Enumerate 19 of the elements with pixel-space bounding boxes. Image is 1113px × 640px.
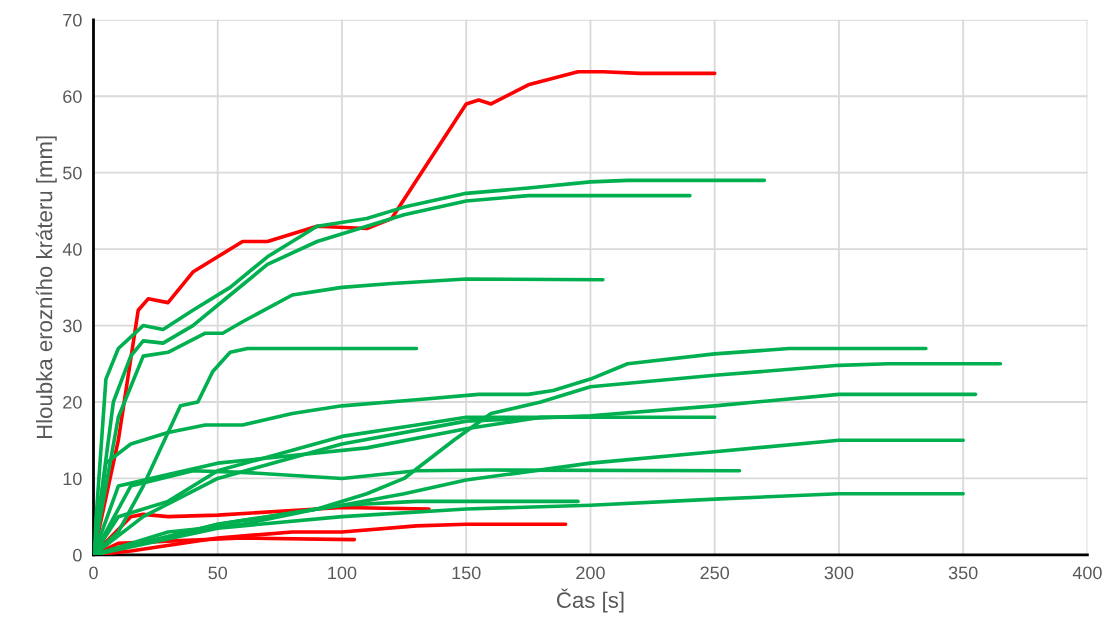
y-tick-label: 60 (63, 90, 82, 103)
y-tick-label: 30 (62, 319, 82, 333)
x-tick-label: 250 (700, 566, 730, 580)
x-tick-label: 350 (948, 566, 978, 580)
y-axis-title: Hloubka erozního kráteru [mm] (35, 136, 57, 439)
x-tick-label: 100 (328, 566, 357, 580)
x-tick-label: 150 (452, 566, 481, 580)
x-tick-label: 400 (1072, 566, 1102, 580)
x-tick-label: 300 (824, 566, 854, 580)
y-tick-label: 50 (63, 166, 82, 180)
x-tick-label: 200 (576, 566, 605, 580)
y-tick-label: 40 (62, 243, 82, 256)
y-tick-label: 20 (63, 395, 82, 409)
y-tick-label: 0 (73, 548, 82, 562)
x-tick-label: 0 (89, 566, 98, 580)
y-tick-label: 10 (63, 472, 82, 486)
y-tick-label: 70 (63, 13, 82, 27)
x-tick-label: 50 (208, 566, 228, 580)
x-axis-title: Čas [s] (557, 588, 624, 613)
